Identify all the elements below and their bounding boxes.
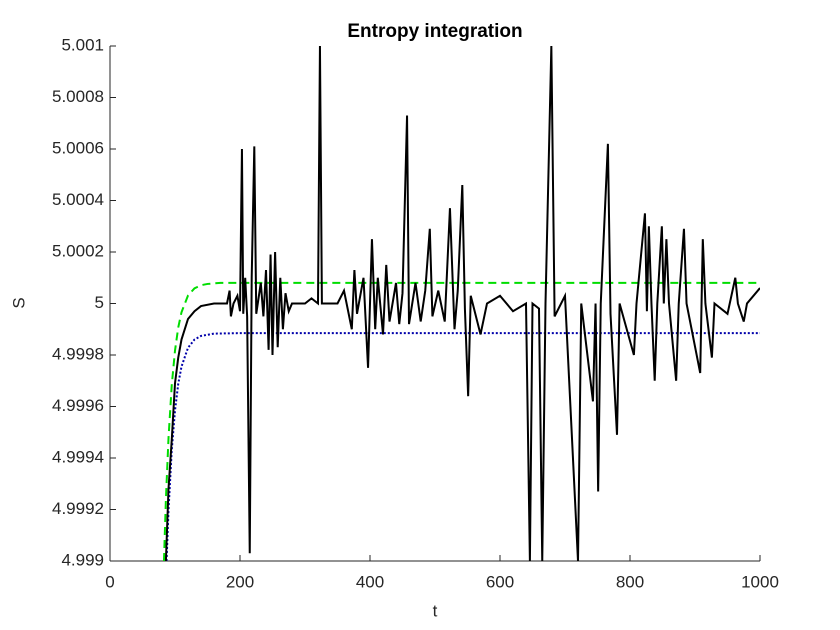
y-tick-label: 5 [95,293,104,312]
y-axis-label: S [9,297,28,308]
y-tick-label: 4.9994 [52,447,104,466]
y-tick-label: 5.001 [61,35,104,54]
y-tick-label: 4.9996 [52,396,104,415]
x-tick-label: 400 [356,572,384,591]
x-axis-label: t [433,601,438,620]
x-tick-label: 200 [226,572,254,591]
y-tick-label: 5.0008 [52,87,104,106]
x-tick-label: 600 [486,572,514,591]
y-tick-label: 4.9998 [52,344,104,363]
x-tick-label: 1000 [741,572,779,591]
plot-area [162,46,760,561]
y-tick-label: 5.0004 [52,190,104,209]
x-tick-label: 800 [616,572,644,591]
y-tick-label: 5.0002 [52,241,104,260]
y-tick-label: 5.0006 [52,138,104,157]
chart-title: Entropy integration [347,21,522,42]
data-line [162,281,760,561]
x-tick-label: 0 [105,572,114,591]
data-line [165,332,760,561]
y-tick-label: 4.999 [61,550,104,569]
data-line [164,46,760,561]
y-tick-label: 4.9992 [52,499,104,518]
